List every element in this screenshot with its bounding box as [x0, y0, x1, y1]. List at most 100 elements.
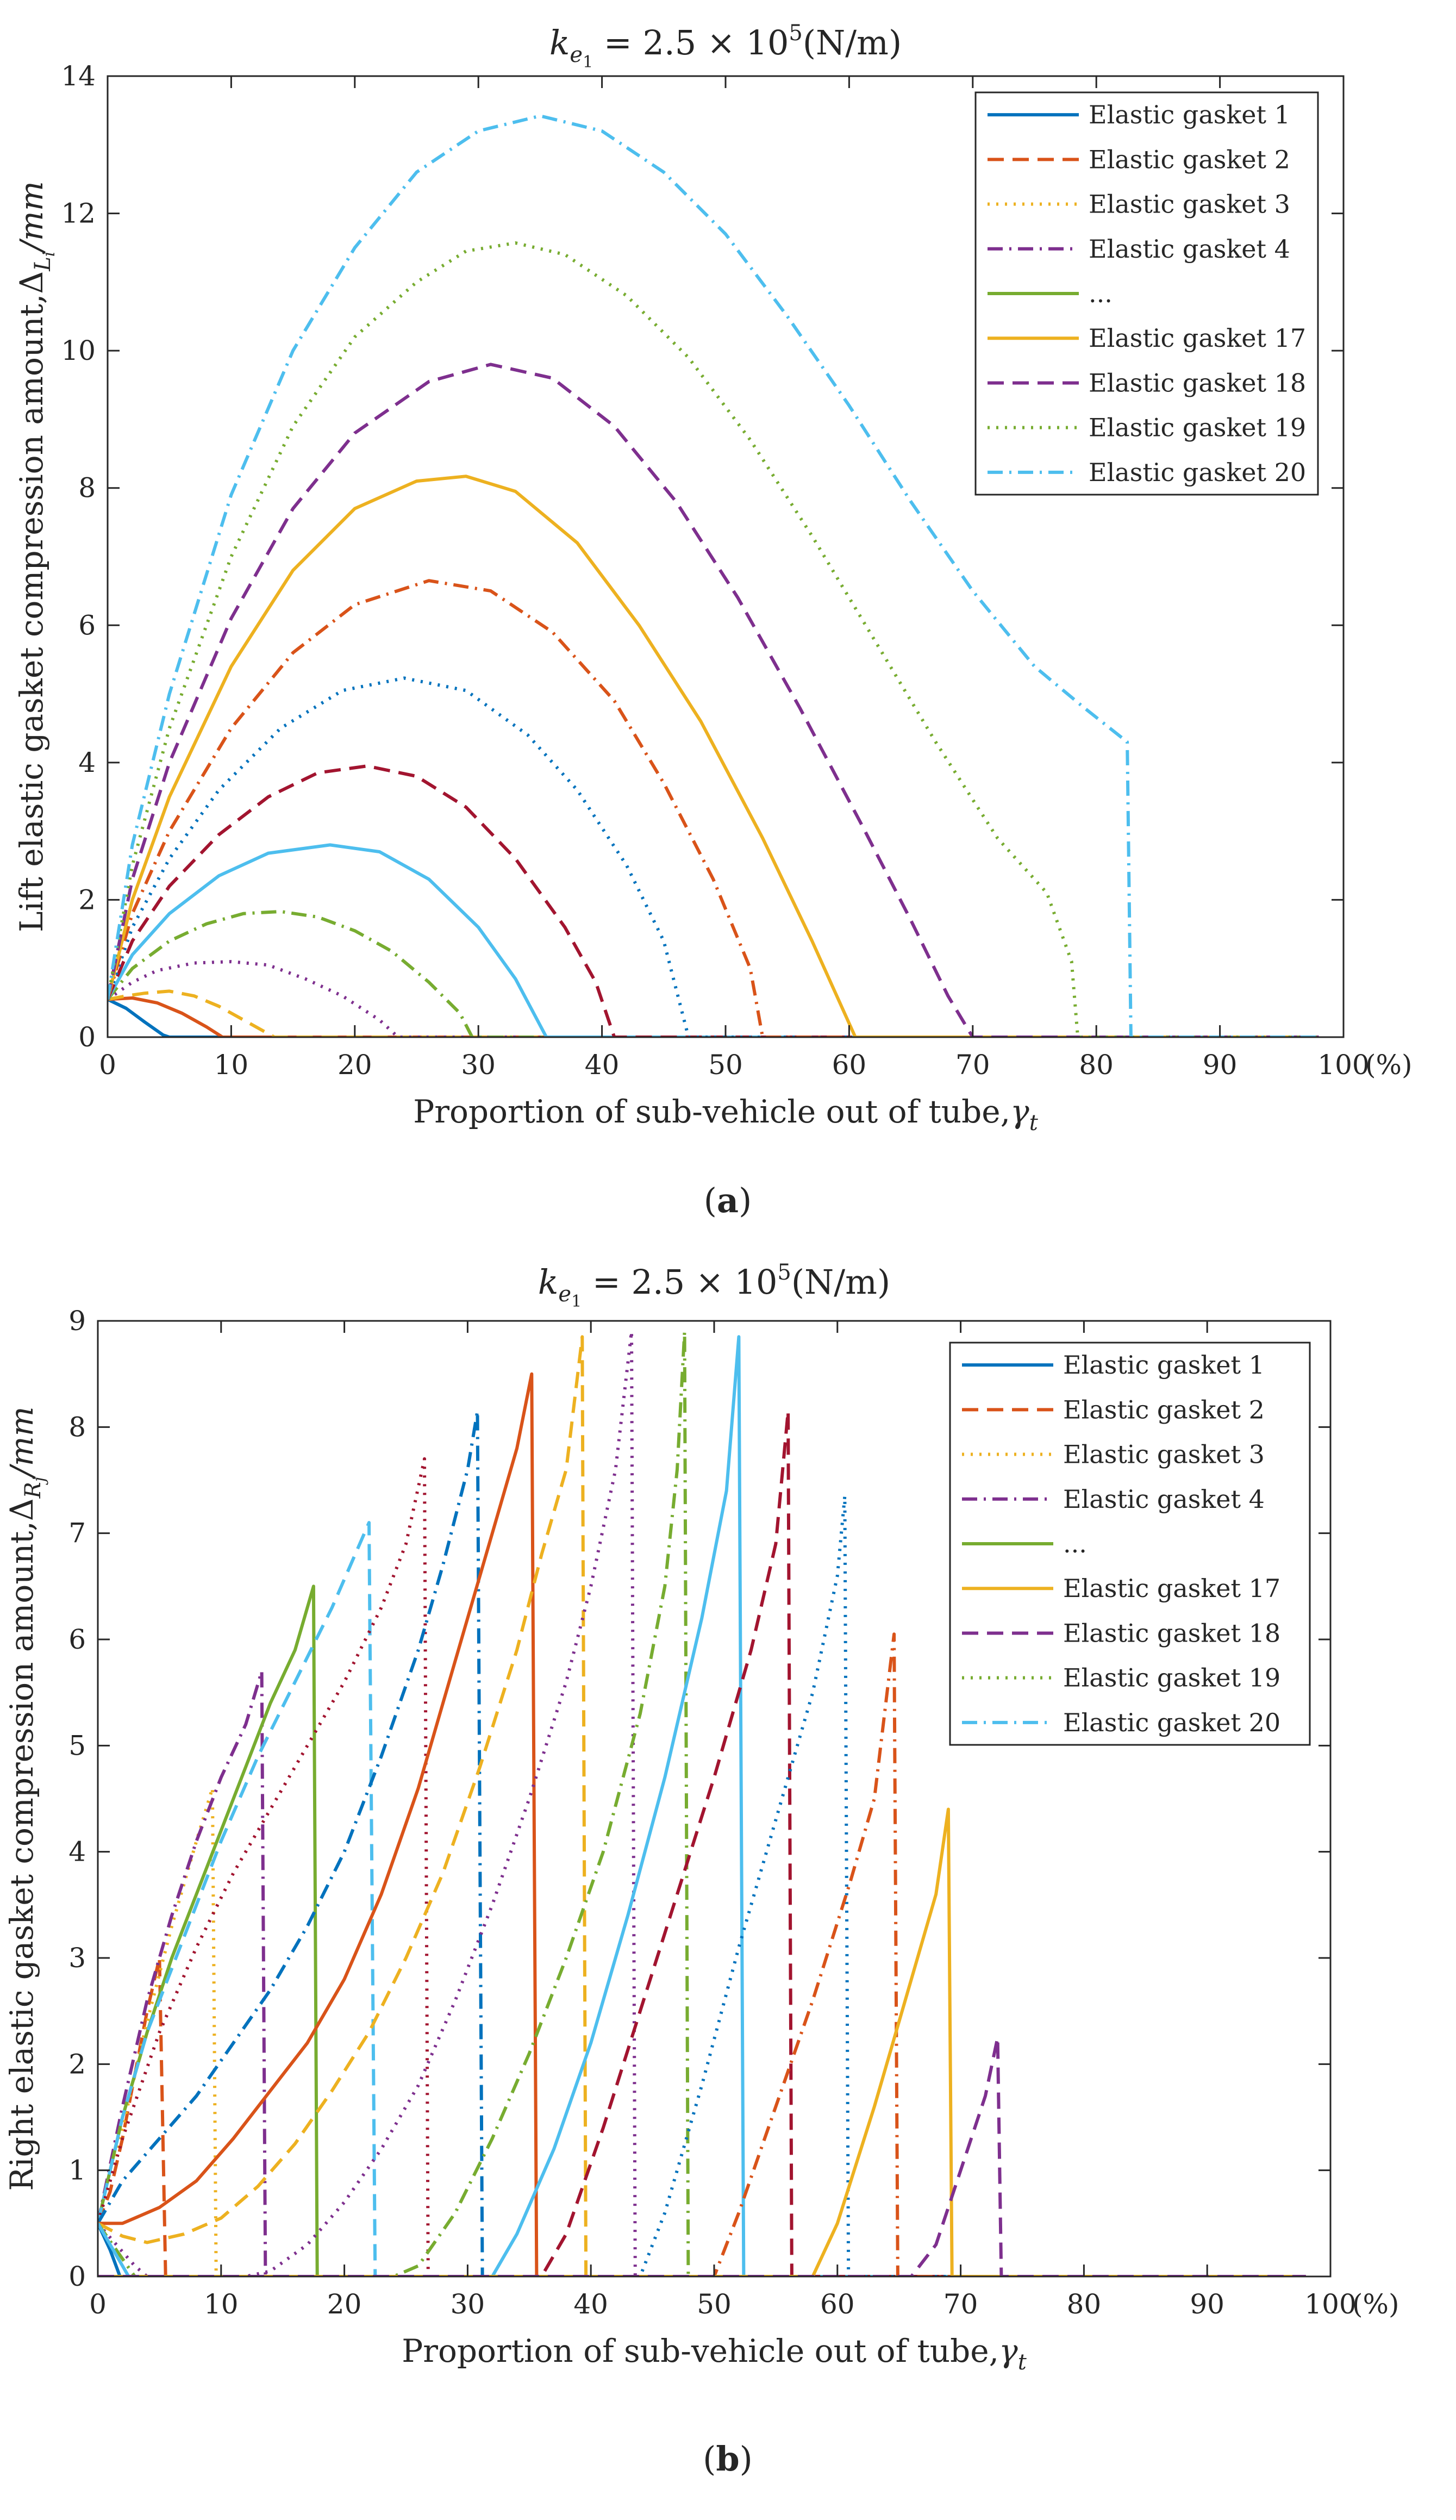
y-tick-label: 6 [78, 609, 96, 641]
legend-label: Elastic gasket 4 [1063, 1484, 1265, 1514]
figure-caption: (a) [704, 1181, 752, 1220]
series-line-g11 [108, 363, 1319, 1037]
x-tick-label: 20 [338, 1049, 372, 1081]
chart-title: ke1 = 2.5 × 105(N/m) [549, 21, 902, 72]
title-subscript: e [570, 42, 583, 67]
series-line-g2 [98, 1956, 1306, 2276]
x-tick-label: 10 [214, 1049, 249, 1081]
x-label-symbol: γ [999, 2332, 1018, 2369]
legend-label: Elastic gasket 3 [1089, 190, 1290, 219]
y-label-unit: /mm [3, 1406, 40, 1480]
series-group [98, 1330, 1306, 2276]
legend-label: Elastic gasket 1 [1089, 100, 1290, 129]
series-line-g7 [108, 764, 1319, 1037]
y-label-subscript: R [21, 1482, 46, 1499]
legend-label: Elastic gasket 19 [1089, 413, 1306, 442]
title-symbol: k [549, 23, 570, 63]
series-line-g9 [108, 579, 1319, 1037]
legend-label: Elastic gasket 2 [1089, 145, 1290, 174]
series-line-g8 [98, 1409, 1306, 2276]
x-tick-label: 50 [697, 2288, 732, 2320]
x-tick-label: 60 [832, 1049, 867, 1081]
series-line-g2 [108, 996, 1319, 1037]
series-line-g1 [108, 997, 1319, 1037]
y-tick-label: 6 [68, 1624, 86, 1655]
x-tick-label: 70 [943, 2288, 978, 2320]
x-tick-label: 0 [89, 2288, 107, 2320]
caption-paren: ) [740, 2439, 753, 2479]
series-line-g14 [98, 1409, 1306, 2276]
legend-label: Elastic gasket 20 [1063, 1708, 1280, 1737]
series-line-g15 [98, 1494, 1306, 2276]
y-tick-label: 5 [68, 1730, 86, 1761]
series-line-g3 [108, 989, 1319, 1037]
y-tick-label: 9 [68, 1305, 86, 1337]
x-tick-label: 100 [1304, 2288, 1356, 2320]
chart-a: 0 10 20 30 40 50 60 70 80 90 100(%) 0 2 4 6 8 10 12 14 ke1 … [13, 21, 1413, 1220]
x-label-subscript: t [1029, 1111, 1039, 1136]
x-tick-label: 50 [708, 1049, 743, 1081]
legend-label: Elastic gasket 17 [1089, 323, 1306, 353]
legend-label: Elastic gasket 2 [1063, 1395, 1265, 1424]
x-tick-label: 30 [451, 2288, 485, 2320]
title-symbol: k [538, 1262, 559, 1302]
y-tick-label: 4 [78, 747, 96, 778]
caption-paren: ) [739, 1181, 752, 1220]
series-line-g16 [98, 1632, 1306, 2276]
x-tick-label: 90 [1190, 2288, 1224, 2320]
y-axis-label: Right elastic gasket compression amount,… [3, 1406, 49, 2191]
legend: Elastic gasket 1 Elastic gasket 2 Elastic … [974, 91, 1319, 496]
series-line-g7 [98, 1457, 1306, 2276]
y-tick-label: 8 [78, 472, 96, 504]
figure-caption: (b) [703, 2439, 753, 2479]
legend-label: Elastic gasket 4 [1089, 234, 1290, 264]
x-label-subscript: t [1018, 2350, 1027, 2375]
x-label-symbol: γ [1010, 1093, 1029, 1130]
series-line-g17 [98, 1807, 1306, 2276]
series-line-g6 [98, 1521, 1306, 2276]
legend-label: Elastic gasket 17 [1063, 1574, 1280, 1603]
title-subsubscript: 1 [583, 53, 593, 72]
legend-label: Elastic gasket 1 [1063, 1350, 1265, 1380]
caption-letter: a [717, 1181, 739, 1220]
title-middle: = 2.5 × 10 [582, 1262, 777, 1302]
title-middle: = 2.5 × 10 [593, 23, 789, 63]
title-subsubscript: 1 [571, 1292, 582, 1311]
y-tick-label: 10 [61, 335, 96, 366]
x-tick-label: 30 [461, 1049, 496, 1081]
series-line-g6 [108, 843, 1319, 1037]
legend-label: ... [1063, 1529, 1087, 1558]
series-line-g4 [98, 1669, 1306, 2276]
series-line-g13 [108, 114, 1319, 1037]
series-line-g8 [108, 676, 1319, 1037]
y-label-unit: /mm [13, 181, 50, 254]
title-subscript: e [558, 1282, 571, 1307]
x-axis-label: Proportion of sub-vehicle out of tube,γt [402, 2332, 1027, 2375]
caption-paren: ( [703, 2439, 716, 2479]
x-tick-label: 40 [573, 2288, 608, 2320]
x-tick-label: 10 [204, 2288, 239, 2320]
x-unit-label: (%) [1365, 1049, 1413, 1081]
x-label-text: Proportion of sub-vehicle out of tube, [413, 1093, 1010, 1130]
y-label-subsubscript: i [40, 252, 59, 257]
x-axis-label: Proportion of sub-vehicle out of tube,γt [413, 1093, 1039, 1136]
series-line-g9 [98, 1372, 1306, 2276]
x-tick-label: 90 [1203, 1049, 1238, 1081]
title-exponent: 5 [789, 21, 802, 46]
x-tick-label: 60 [820, 2288, 855, 2320]
series-group [108, 114, 1319, 1037]
y-tick-label: 7 [68, 1518, 86, 1549]
x-tick-label: 0 [99, 1049, 116, 1081]
legend-label: Elastic gasket 18 [1063, 1618, 1280, 1648]
y-label-symbol: Δ [3, 1498, 40, 1521]
x-tick-label: 70 [955, 1049, 990, 1081]
y-tick-label: 8 [68, 1411, 86, 1443]
x-label-text: Proportion of sub-vehicle out of tube, [402, 2332, 999, 2369]
x-tick-label: 100 [1317, 1049, 1369, 1081]
series-line-g12 [98, 1330, 1306, 2276]
title-exponent: 5 [777, 1260, 791, 1285]
y-axis-label: Lift elastic gasket compression amount,Δ… [13, 181, 59, 932]
y-label-text: Lift elastic gasket compression amount, [13, 294, 50, 932]
